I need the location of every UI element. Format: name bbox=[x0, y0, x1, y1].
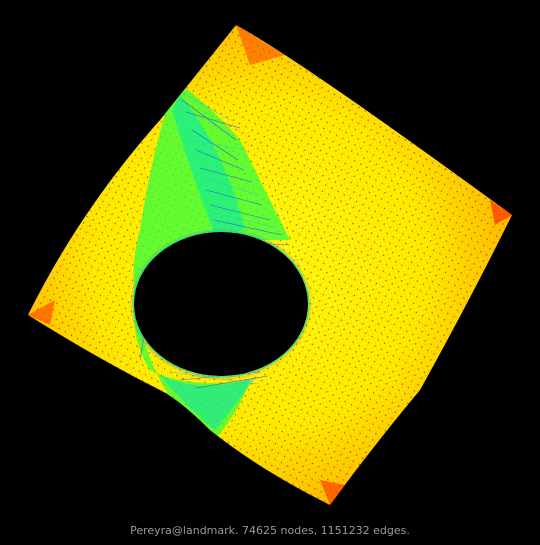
green-edge-band bbox=[133, 80, 290, 440]
graph-caption: Pereyra@landmark. 74625 nodes, 1151232 e… bbox=[130, 524, 410, 537]
mesh-hole bbox=[134, 232, 308, 376]
